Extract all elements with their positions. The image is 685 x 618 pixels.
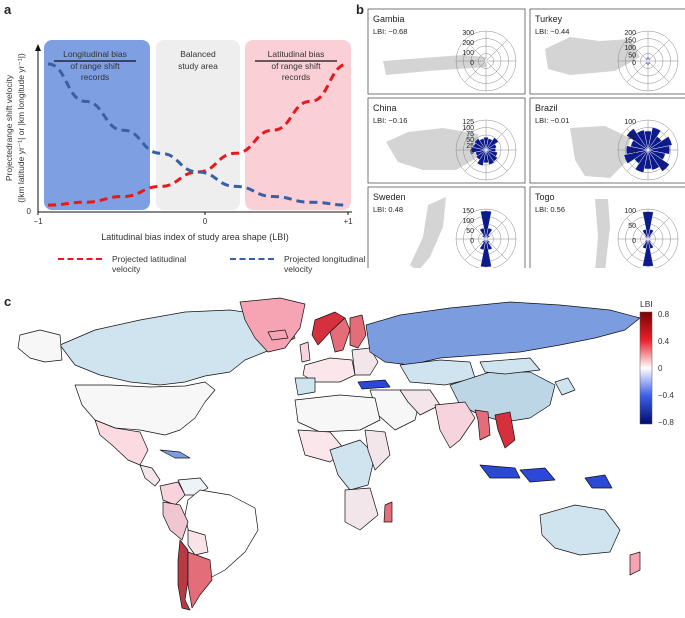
- region-1-line1: Longitudinal bias: [63, 49, 127, 59]
- region-argentina: [188, 552, 212, 608]
- x-axis-label: Latitudinal bias index of study area sha…: [101, 232, 289, 242]
- region-mongolia: [480, 358, 540, 374]
- region-1-line3: records: [81, 72, 109, 82]
- country-lbi: LBI: −0.01: [535, 116, 569, 125]
- y-axis-arrow: [35, 44, 41, 51]
- region-2-line1: Balanced: [180, 49, 216, 59]
- region-turkey: [358, 380, 390, 389]
- panel-a: Longitudinal bias of range shift records…: [0, 0, 362, 290]
- radar-tick-label: 100: [462, 218, 474, 225]
- radar-tick-label: 300: [462, 30, 474, 37]
- colorbar-tick-2: 0: [658, 364, 663, 373]
- legend-longitudinal-line2: velocity: [284, 264, 312, 274]
- radar-tick-label: 100: [624, 208, 636, 215]
- country-lbi: LBI: −0.68: [373, 27, 407, 36]
- radar-tick-label: 200: [624, 30, 636, 37]
- country-name: Sweden: [373, 192, 406, 202]
- colorbar-title: LBI: [640, 299, 653, 309]
- country-lbi: LBI: −0.16: [373, 116, 407, 125]
- region-russia: [366, 302, 640, 365]
- country-panel-gambia: Gambia LBI: −0.68 300 200 100 0: [368, 9, 525, 94]
- radar-tick-label: 100: [624, 45, 636, 52]
- region-central-america: [140, 465, 160, 486]
- country-panel-togo: Togo LBI: 0.56 100 50 0: [530, 187, 685, 268]
- radar-tick-label: 200: [462, 40, 474, 47]
- radar-tick-label: 0: [632, 149, 636, 156]
- region-cuba: [160, 450, 190, 458]
- region-indonesia-b: [520, 468, 555, 482]
- x-tick-label-1: 0: [203, 217, 208, 226]
- colorbar-tick-0: 0.8: [658, 310, 670, 319]
- colorbar-tick-3: −0.4: [658, 391, 674, 400]
- country-name: China: [373, 103, 397, 113]
- legend-swatch-longitudinal: [230, 258, 274, 260]
- legend-latitudinal: Projected latitudinal velocity: [58, 254, 218, 278]
- radar-tick-label: 150: [624, 38, 636, 45]
- region-3-line1: Latitudinal bias: [268, 49, 325, 59]
- radar-tick-label: 50: [628, 53, 636, 60]
- region-philippines-png: [585, 475, 612, 488]
- region-madagascar: [384, 502, 392, 522]
- region-indonesia-a: [480, 465, 520, 478]
- region-southern-africa: [345, 488, 378, 530]
- legend-latitudinal-line1: Projected latitudinal: [112, 254, 186, 264]
- radar-tick-label: 100: [624, 119, 636, 126]
- region-uk: [300, 342, 310, 362]
- country-name: Brazil: [535, 103, 558, 113]
- x-tick-label-2: +1: [343, 217, 353, 226]
- region-north-africa: [295, 395, 380, 432]
- region-new-zealand: [630, 552, 640, 575]
- country-name: Togo: [535, 192, 555, 202]
- x-tick-label-0: −1: [33, 217, 43, 226]
- radar-tick-label: 50: [628, 134, 636, 141]
- region-iberia: [295, 378, 315, 395]
- panel-c: LBI 0.8 0.4 0 −0.4 −0.8: [0, 290, 685, 613]
- y-tick-label-0: 0: [27, 207, 32, 216]
- legend-swatch-latitudinal: [58, 258, 102, 260]
- country-lbi: LBI: 0.48: [373, 205, 403, 214]
- y-axis-label-line2: (|km latitude yr⁻¹| or |km longitude yr⁻…: [16, 53, 26, 203]
- country-panel-brazil: Brazil LBI: −0.01 100 50 0: [530, 98, 685, 183]
- region-australia: [540, 505, 620, 555]
- velocity-chart: Longitudinal bias of range shift records…: [0, 0, 362, 290]
- radar-grid: Gambia LBI: −0.68 300 200 100 0 Turkey LBI: −0.…: [363, 0, 685, 268]
- region-1-line2: of range shift: [70, 61, 120, 71]
- world-map: LBI 0.8 0.4 0 −0.4 −0.8: [0, 290, 685, 613]
- region-alaska: [18, 330, 62, 362]
- country-name: Turkey: [535, 14, 563, 24]
- panel-b: Gambia LBI: −0.68 300 200 100 0 Turkey LBI: −0.…: [363, 0, 685, 268]
- y-axis-label-line1: Projectedrange shift velocity: [4, 74, 14, 181]
- radar-tick-label: 0: [632, 238, 636, 245]
- colorbar: [640, 312, 652, 424]
- radar-tick-label: 0: [632, 60, 636, 67]
- region-usa: [75, 382, 215, 435]
- country-lbi: LBI: −0.44: [535, 27, 569, 36]
- region-india: [435, 402, 475, 448]
- country-name: Gambia: [373, 14, 405, 24]
- region-3-line2: of range shift: [271, 61, 321, 71]
- radar-tick-label: 0: [470, 238, 474, 245]
- region-korea-japan: [555, 378, 575, 395]
- colorbar-tick-1: 0.4: [658, 337, 670, 346]
- radar-tick-label: 150: [462, 208, 474, 215]
- radar-tick-label: 0: [470, 60, 474, 67]
- region-2-line2: study area: [178, 61, 218, 71]
- region-3-line3: records: [282, 72, 310, 82]
- region-peru: [163, 502, 188, 540]
- region-myanmar: [475, 410, 490, 440]
- radar-tick-label: 50: [466, 228, 474, 235]
- legend-latitudinal-line2: velocity: [112, 264, 140, 274]
- legend-label-latitudinal: Projected latitudinal velocity: [112, 254, 232, 274]
- country-panel-sweden: Sweden LBI: 0.48 150 100 50 0: [368, 187, 525, 268]
- country-lbi: LBI: 0.56: [535, 205, 565, 214]
- radar-tick-label: 50: [628, 223, 636, 230]
- region-iceland: [268, 330, 288, 340]
- legend-longitudinal-line1: Projected longitudinal: [284, 254, 365, 264]
- radar-tick-label: 100: [462, 50, 474, 57]
- colorbar-tick-4: −0.8: [658, 418, 674, 427]
- region-finland: [350, 315, 366, 348]
- radar-tick-label: 0: [470, 149, 474, 156]
